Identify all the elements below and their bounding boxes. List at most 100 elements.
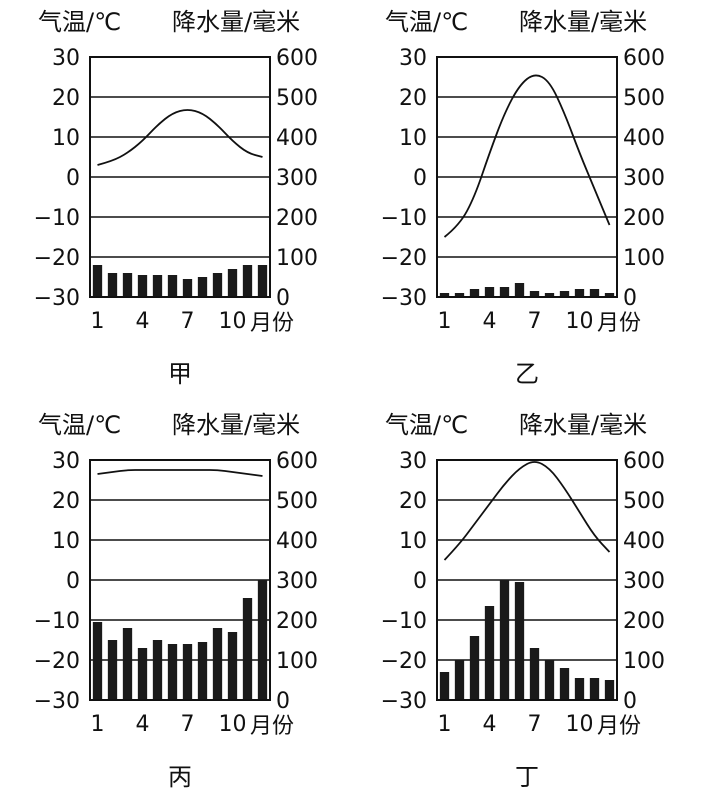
month-tick-label: 10 bbox=[566, 712, 594, 737]
precipitation-bar bbox=[92, 622, 103, 700]
month-tick-label: 10 bbox=[219, 712, 247, 737]
temperature-line bbox=[97, 109, 263, 166]
temperature-tick-label: 0 bbox=[413, 569, 427, 594]
temperature-tick-label: −20 bbox=[34, 649, 80, 674]
temperature-tick-label: 20 bbox=[52, 489, 80, 514]
temperature-tick-label: −10 bbox=[34, 609, 80, 634]
precipitation-tick-label: 500 bbox=[623, 86, 665, 111]
precipitation-bar bbox=[439, 293, 450, 297]
month-tick-label: 7 bbox=[181, 712, 195, 737]
temperature-line bbox=[443, 461, 611, 561]
precipitation-bar bbox=[197, 642, 208, 700]
precipitation-bar bbox=[197, 277, 208, 297]
temperature-tick-label: 30 bbox=[399, 449, 427, 474]
month-tick-label: 1 bbox=[91, 309, 105, 334]
precipitation-bar bbox=[182, 279, 193, 297]
temperature-tick-label: −30 bbox=[381, 286, 427, 311]
precipitation-bar bbox=[227, 632, 238, 700]
month-tick-label: 1 bbox=[91, 712, 105, 737]
precipitation-bar bbox=[589, 678, 600, 700]
precipitation-bar bbox=[529, 291, 540, 297]
temperature-tick-label: 20 bbox=[399, 489, 427, 514]
precipitation-bar bbox=[544, 660, 555, 700]
temperature-tick-label: 10 bbox=[52, 529, 80, 554]
precipitation-bar bbox=[92, 265, 103, 297]
precipitation-bar bbox=[439, 672, 450, 700]
precipitation-bar bbox=[469, 636, 480, 700]
precipitation-bar bbox=[257, 265, 268, 297]
precipitation-tick-label: 0 bbox=[623, 689, 637, 714]
precipitation-bar bbox=[257, 580, 268, 700]
temperature-tick-label: 10 bbox=[399, 126, 427, 151]
panel-name-yi: 乙 bbox=[515, 360, 539, 388]
precipitation-tick-label: 500 bbox=[623, 489, 665, 514]
precipitation-tick-label: 200 bbox=[276, 609, 318, 634]
month-axis-label: 月份 bbox=[250, 714, 294, 739]
temperature-tick-label: 0 bbox=[66, 166, 80, 191]
temperature-tick-label: −20 bbox=[381, 246, 427, 271]
temperature-tick-label: 20 bbox=[52, 86, 80, 111]
precipitation-bar bbox=[514, 283, 525, 297]
month-tick-label: 7 bbox=[528, 309, 542, 334]
month-tick-label: 4 bbox=[483, 309, 497, 334]
precipitation-tick-label: 300 bbox=[276, 166, 318, 191]
precipitation-bar bbox=[167, 644, 178, 700]
temperature-tick-label: 0 bbox=[66, 569, 80, 594]
precipitation-tick-label: 0 bbox=[276, 689, 290, 714]
precipitation-bar bbox=[499, 287, 510, 297]
precipitation-bar bbox=[484, 287, 495, 297]
month-axis-label: 月份 bbox=[250, 311, 294, 336]
month-tick-label: 7 bbox=[528, 712, 542, 737]
temperature-tick-label: −10 bbox=[381, 609, 427, 634]
temperature-tick-label: 30 bbox=[399, 46, 427, 71]
precipitation-bar bbox=[242, 598, 253, 700]
plot-frame bbox=[436, 459, 618, 701]
month-tick-label: 1 bbox=[438, 309, 452, 334]
precipitation-tick-label: 300 bbox=[276, 569, 318, 594]
temperature-tick-label: −30 bbox=[34, 286, 80, 311]
precipitation-tick-label: 200 bbox=[276, 206, 318, 231]
panel-name-bing: 丙 bbox=[168, 763, 192, 791]
plot-frame bbox=[436, 56, 618, 298]
precipitation-tick-label: 400 bbox=[623, 529, 665, 554]
plot-frame bbox=[89, 459, 271, 701]
precipitation-bar bbox=[469, 289, 480, 297]
month-axis-label: 月份 bbox=[597, 311, 641, 336]
temperature-tick-label: 10 bbox=[52, 126, 80, 151]
temperature-tick-label: −30 bbox=[34, 689, 80, 714]
month-tick-label: 1 bbox=[438, 712, 452, 737]
month-axis-label: 月份 bbox=[597, 714, 641, 739]
temperature-tick-label: −20 bbox=[381, 649, 427, 674]
precipitation-bar bbox=[122, 273, 133, 297]
precipitation-bar bbox=[499, 580, 510, 700]
precipitation-bar bbox=[182, 644, 193, 700]
right-axis-title: 降水量/毫米 bbox=[519, 411, 647, 439]
precipitation-tick-label: 600 bbox=[276, 46, 318, 71]
precipitation-tick-label: 0 bbox=[276, 286, 290, 311]
precipitation-tick-label: 300 bbox=[623, 166, 665, 191]
temperature-tick-label: −10 bbox=[34, 206, 80, 231]
precipitation-tick-label: 300 bbox=[623, 569, 665, 594]
precipitation-bar bbox=[242, 265, 253, 297]
precipitation-tick-label: 400 bbox=[276, 529, 318, 554]
precipitation-bar bbox=[137, 648, 148, 700]
temperature-tick-label: −20 bbox=[34, 246, 80, 271]
precipitation-bar bbox=[227, 269, 238, 297]
precipitation-bar bbox=[484, 606, 495, 700]
plot-frame bbox=[89, 56, 271, 298]
month-tick-label: 10 bbox=[219, 309, 247, 334]
precipitation-bar bbox=[152, 275, 163, 297]
precipitation-bar bbox=[589, 289, 600, 297]
month-tick-label: 10 bbox=[566, 309, 594, 334]
precipitation-tick-label: 600 bbox=[623, 449, 665, 474]
precipitation-bar bbox=[604, 680, 615, 700]
precipitation-tick-label: 400 bbox=[276, 126, 318, 151]
precipitation-tick-label: 100 bbox=[623, 649, 665, 674]
precipitation-tick-label: 600 bbox=[623, 46, 665, 71]
precipitation-bar bbox=[604, 293, 615, 297]
temperature-tick-label: 10 bbox=[399, 529, 427, 554]
precipitation-bar bbox=[212, 273, 223, 297]
